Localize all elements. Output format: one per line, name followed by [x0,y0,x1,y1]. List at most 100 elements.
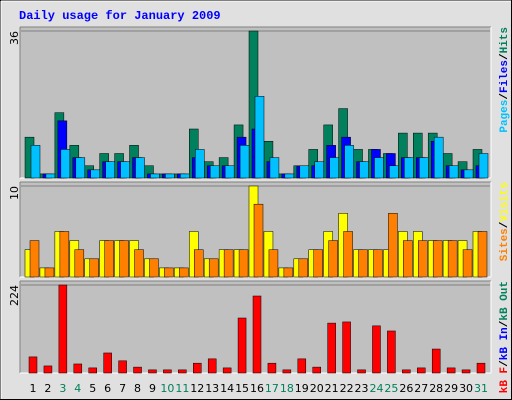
bar [239,145,250,179]
x-tick-label: 19 [295,382,309,395]
bar [327,322,336,374]
bar [477,231,488,278]
legend-entry: Pages [499,100,511,133]
bar [447,240,458,278]
bar [432,240,443,278]
x-tick-label: 28 [429,382,443,395]
x-tick-label: 5 [89,382,96,395]
x-tick-label: 16 [250,382,264,395]
bar [135,157,145,179]
bar [29,240,40,278]
bar [207,358,217,374]
bar [299,165,310,179]
x-tick-label: 29 [444,382,458,395]
bar [342,321,351,374]
bar [402,369,411,374]
bar [59,231,70,278]
bar [417,367,426,374]
bar [313,249,323,278]
bar [223,249,234,278]
legend-entry: Sites [499,228,511,261]
bar [193,362,202,374]
bar [30,145,41,179]
bar [88,367,97,374]
bar [298,258,309,278]
bar [388,213,398,278]
bar [89,258,99,278]
bar [433,136,444,179]
bar [297,358,307,374]
x-tick-label: 17 [265,382,279,395]
bar [374,157,384,179]
y-tick-label: 36 [8,31,21,45]
bar [283,267,294,278]
bar [329,157,339,179]
bar [476,362,486,374]
legend-entry: Visits [499,182,511,222]
x-tick-label: 18 [280,382,294,395]
bar [418,240,428,278]
bar [179,267,189,278]
bar [359,161,369,179]
bar [164,267,174,278]
bar [448,165,459,179]
bar [75,157,86,179]
bar [150,173,160,179]
bar [208,258,219,278]
bar [194,249,204,278]
legend-entry: kB F [499,367,511,393]
bar [195,149,205,179]
x-tick-label: 20 [310,382,324,395]
x-tick-label: 30 [459,382,473,395]
bar [103,352,112,374]
legend: Pages/Files/Hits [499,27,511,133]
legend-entry: Hits [499,27,511,53]
bar [282,369,292,374]
x-tick-label: 15 [235,382,249,395]
legend-separator: / [499,320,511,327]
bar [419,157,429,179]
bar [389,165,399,179]
bar [163,369,172,374]
y-tick-label: 10 [8,186,21,200]
bar [463,169,474,179]
bar [74,249,85,278]
x-tick-label: 27 [414,382,428,395]
bar [237,317,247,374]
x-tick-label: 9 [149,382,156,395]
bar [45,173,56,179]
x-tick-label: 21 [325,382,339,395]
bar [478,153,489,179]
x-tick-label: 4 [74,382,81,395]
x-tick-label: 23 [355,382,369,395]
bar [104,240,114,278]
legend-entry: Files [499,60,511,93]
bar [344,145,354,179]
legend-separator: / [499,221,511,228]
bar [133,366,142,374]
x-tick-label: 14 [220,382,234,395]
legend-separator: / [499,93,511,100]
bar [149,258,159,278]
bar [404,157,414,179]
bar [73,363,83,374]
bar [284,173,295,179]
bar [58,284,68,374]
bar [148,369,157,374]
x-tick-label: 2 [44,382,51,395]
x-tick-label: 6 [104,382,111,395]
x-tick-label: 24 [369,382,383,395]
bar [343,231,353,278]
legend-entry: kB In [499,327,511,360]
bar [209,165,220,179]
bar [105,161,115,179]
x-tick-label: 1 [30,382,37,395]
bar [373,249,383,278]
x-tick-label: 7 [119,382,126,395]
bar [387,330,396,374]
bar [357,369,366,374]
bar [119,240,129,278]
legend: Sites/Visits [499,182,511,261]
